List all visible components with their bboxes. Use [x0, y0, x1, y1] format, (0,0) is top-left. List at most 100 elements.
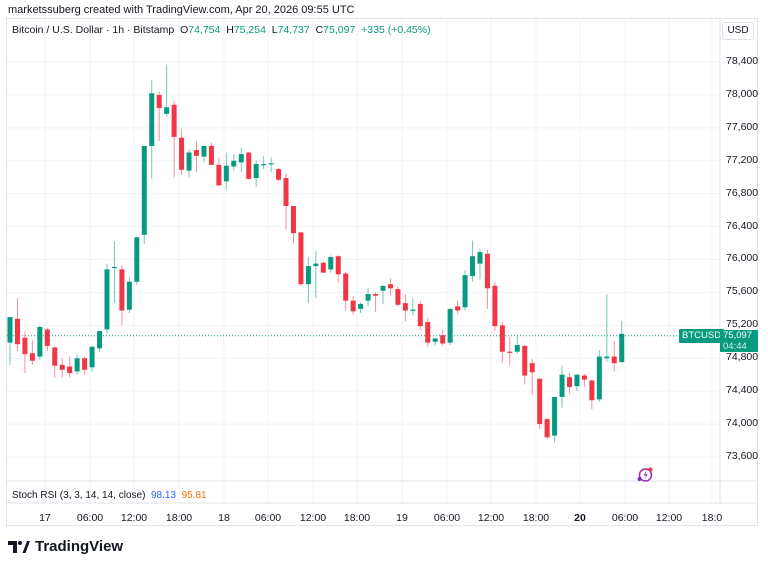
candle	[305, 257, 311, 304]
candle	[179, 128, 185, 175]
currency-button[interactable]: USD	[722, 22, 754, 40]
candle	[134, 237, 140, 286]
close-value: 75,097	[323, 24, 356, 36]
candle	[470, 240, 476, 282]
candle	[44, 327, 50, 351]
candle	[186, 149, 192, 178]
candle	[276, 168, 282, 182]
candle	[447, 308, 453, 346]
price-tick: 74,800	[726, 351, 759, 364]
price-tick: 73,600	[726, 449, 759, 462]
stoch-rsi-legend: Stoch RSI (3, 3, 14, 14, close) 98.13 95…	[12, 490, 207, 501]
candle	[440, 329, 446, 346]
candle	[156, 91, 162, 141]
candle	[559, 365, 565, 408]
candle	[194, 140, 199, 173]
candle	[365, 288, 371, 307]
candle	[537, 377, 543, 430]
candle	[552, 396, 558, 443]
time-tick: 06:00	[76, 512, 104, 524]
candles	[7, 64, 625, 443]
time-tick: 12:00	[120, 512, 148, 524]
brand-name: TradingView	[35, 538, 124, 555]
price-tick: 78,000	[726, 87, 759, 100]
price-tick: 75,200	[726, 318, 759, 331]
candle	[201, 145, 207, 163]
tradingview-logo-icon	[8, 540, 30, 553]
price-tick: 77,200	[726, 153, 759, 166]
candle	[462, 270, 468, 311]
time-tick: 18	[218, 512, 230, 524]
time-tick: 06:00	[254, 512, 282, 524]
candle	[335, 255, 341, 283]
candle	[290, 206, 296, 244]
price-tick: 74,000	[726, 417, 759, 430]
candle	[298, 232, 304, 286]
chart-credit: marketssuberg created with TradingView.c…	[8, 4, 355, 16]
candle	[477, 248, 483, 280]
chart-frame	[6, 18, 758, 526]
time-tick: 18:00	[165, 512, 193, 524]
candle	[119, 265, 125, 326]
candle	[171, 100, 177, 178]
candle	[208, 142, 214, 165]
candle	[373, 292, 379, 313]
candle	[313, 251, 319, 299]
candle	[238, 147, 244, 173]
time-tick: 12:00	[655, 512, 683, 524]
candle	[216, 157, 222, 186]
candle	[432, 337, 438, 346]
symbol-price-label: BTCUSD	[679, 329, 725, 343]
candle	[410, 298, 416, 316]
candle	[253, 160, 259, 188]
candle	[387, 278, 393, 295]
time-tick: 19	[396, 512, 408, 524]
tradingview-logo[interactable]: TradingView	[8, 538, 123, 555]
candle	[320, 261, 326, 273]
price-tick: 74,400	[726, 384, 759, 397]
candle	[111, 241, 117, 304]
price-tick: 76,400	[726, 219, 759, 232]
candle	[29, 340, 35, 365]
candle	[611, 340, 617, 372]
candle	[507, 336, 513, 366]
symbol-legend: Bitcoin / U.S. Dollar · 1h · Bitstamp O7…	[12, 24, 431, 36]
candle	[231, 154, 237, 171]
candle	[164, 64, 170, 117]
candle	[581, 373, 587, 388]
indicator-name: Stoch RSI (3, 3, 14, 14, close)	[12, 490, 146, 501]
candle	[380, 285, 386, 304]
candle	[22, 331, 28, 374]
candle	[492, 281, 498, 332]
candle	[395, 286, 401, 307]
candle	[223, 152, 229, 190]
candle	[343, 271, 349, 311]
candle	[589, 379, 595, 410]
price-tick: 76,800	[726, 186, 759, 199]
candle	[97, 331, 103, 352]
candle	[596, 350, 602, 402]
candle	[59, 358, 65, 378]
candle	[350, 296, 356, 315]
candle	[67, 356, 73, 378]
candle	[89, 346, 95, 372]
candle	[283, 173, 289, 230]
candle	[402, 294, 408, 322]
price-tick: 75,600	[726, 285, 759, 298]
time-tick: 06:00	[433, 512, 461, 524]
time-tick: 18:0	[701, 512, 723, 524]
candle	[425, 317, 431, 347]
candle	[82, 356, 88, 375]
candle	[74, 354, 80, 375]
candle	[455, 300, 461, 314]
candle	[619, 320, 625, 364]
candle	[14, 298, 20, 351]
candle	[141, 145, 147, 244]
low-value: 74,737	[277, 24, 310, 36]
ai-assistant-icon[interactable]	[636, 466, 654, 484]
open-value: 74,754	[188, 24, 221, 36]
symbol-name: Bitcoin / U.S. Dollar · 1h · Bitstamp	[12, 24, 175, 36]
last-price-value: 75,097	[723, 330, 753, 341]
bar-countdown: 04:44	[723, 340, 747, 352]
